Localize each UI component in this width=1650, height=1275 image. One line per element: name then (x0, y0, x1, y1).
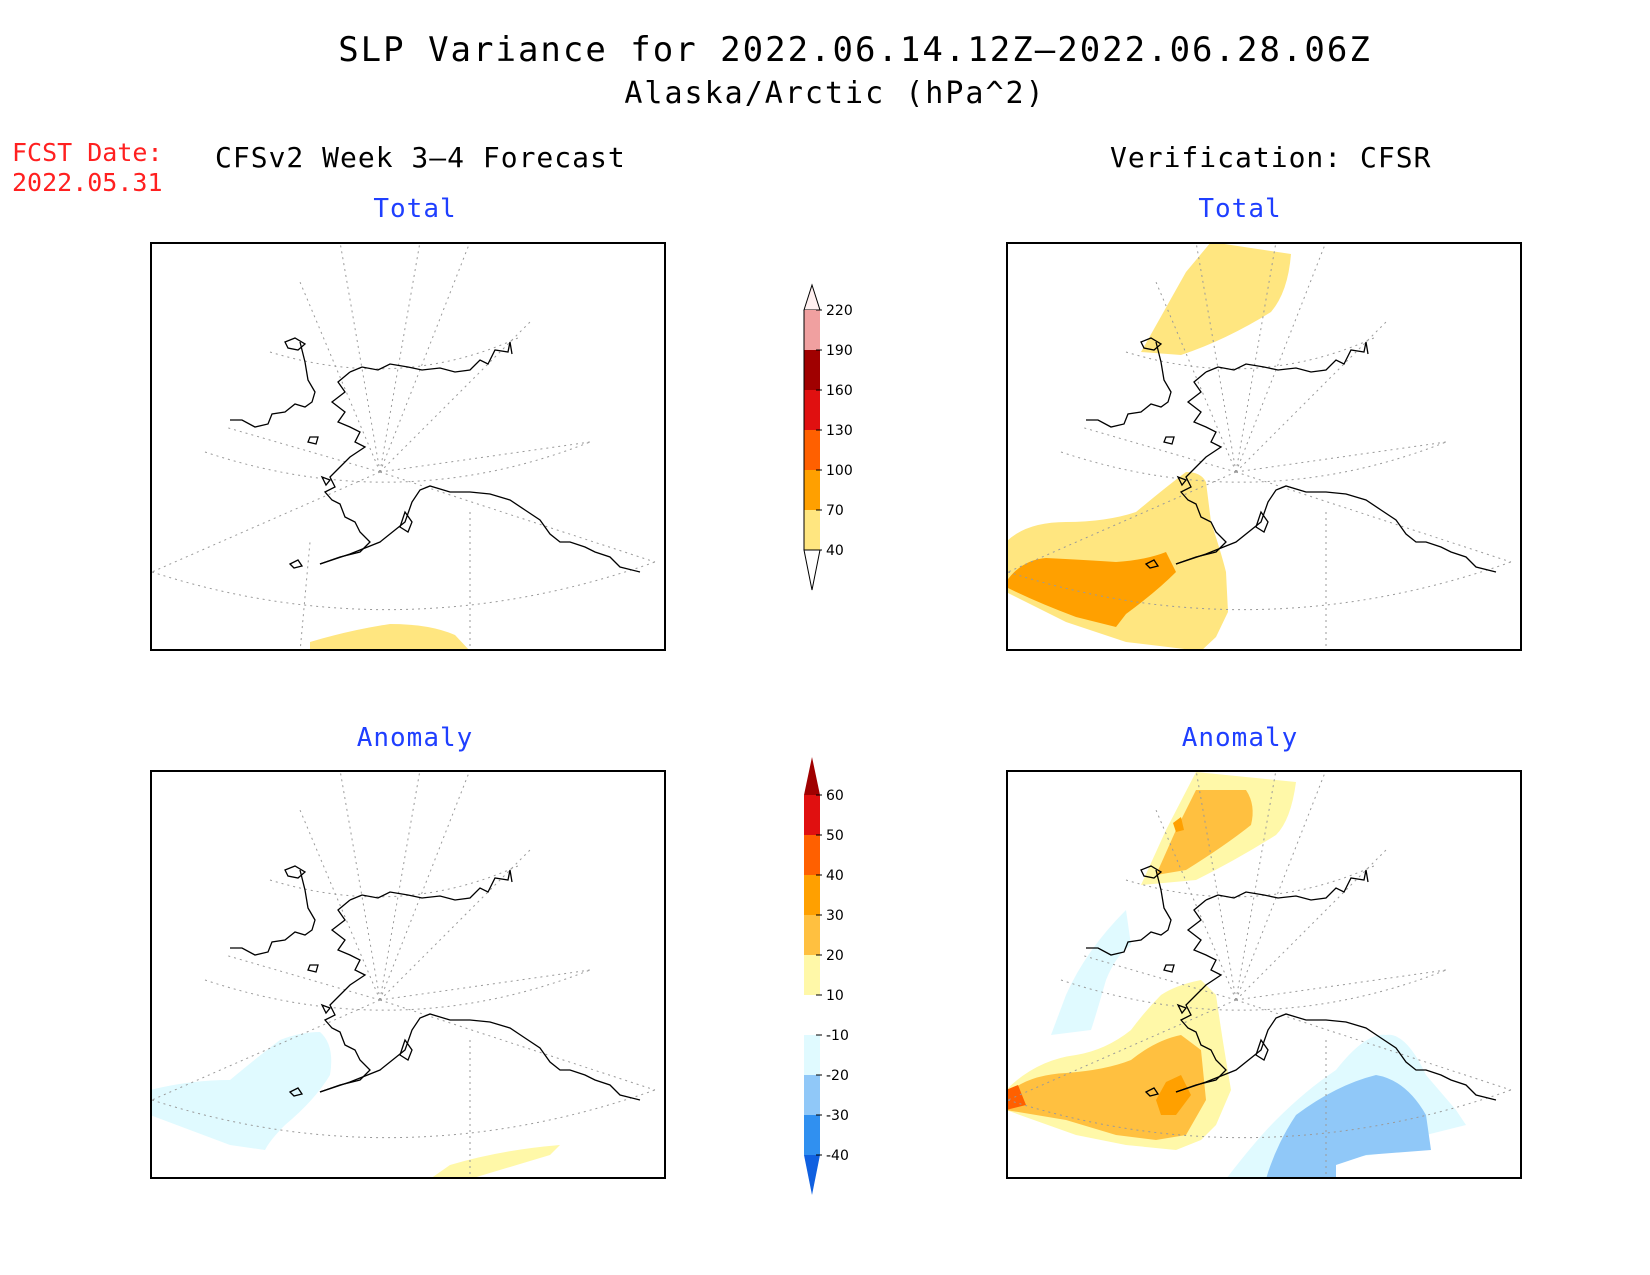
map-frame (1006, 242, 1522, 651)
graticule (151, 242, 656, 651)
colorbar-box-190 (804, 310, 820, 350)
coastline (230, 865, 641, 1101)
colorbar-label-10: 10 (826, 988, 844, 1004)
forecast-date-block: FCST Date: 2022.05.31 (12, 138, 163, 198)
colorbar-box-30 (804, 875, 820, 915)
colorbar-label-130: 130 (826, 423, 853, 439)
shade-neg10-neg20 (150, 1032, 332, 1150)
chart-title: SLP Variance for 2022.06.14.12Z—2022.06.… (338, 30, 1372, 70)
map-frame (1006, 770, 1522, 1179)
forecast-total-map (150, 242, 666, 651)
colorbar-box-10 (804, 955, 820, 995)
forecast-total-title: Total (373, 194, 457, 224)
colorbar-label-70: 70 (826, 503, 844, 519)
colorbar-label--30: -30 (826, 1108, 849, 1124)
colorbar-box-50 (804, 795, 820, 835)
map-frame (150, 242, 666, 651)
colorbar-label-40: 40 (826, 868, 844, 884)
map-frame (150, 770, 666, 1179)
colorbar-label-160: 160 (826, 383, 853, 399)
coastline (230, 337, 641, 573)
forecast-column-title: CFSv2 Week 3—4 Forecast (215, 141, 626, 174)
shade-30-40-north (1173, 817, 1184, 832)
colorbar-label-20: 20 (826, 948, 844, 964)
colorbar-box-70 (804, 470, 820, 510)
verification-anomaly-map (1006, 770, 1522, 1179)
colorbar-label--40: -40 (826, 1148, 849, 1164)
chart-subtitle: Alaska/Arctic (hPa^2) (624, 76, 1046, 111)
colorbar-lower-tip (804, 1155, 820, 1195)
coastline (1086, 337, 1497, 573)
verification-total-title: Total (1198, 194, 1282, 224)
forecast-date-label: FCST Date: (12, 138, 163, 167)
shade-40-70-north (1141, 242, 1291, 355)
shade-20-30-north (1156, 790, 1253, 875)
shade-neg20-neg30 (1266, 1075, 1431, 1179)
colorbar-box-100 (804, 430, 820, 470)
colorbar-label-190: 190 (826, 343, 853, 359)
shade-70-100 (1006, 552, 1176, 627)
colorbar-upper-tip (804, 757, 820, 795)
colorbar-box-40 (804, 835, 820, 875)
shade-neg10-neg20-west (1051, 910, 1131, 1035)
colorbar-box-40 (804, 510, 820, 550)
colorbar-box--30 (804, 1075, 820, 1115)
shade-30-40-south (1156, 1075, 1191, 1115)
total-colorbar: 40 70 100 130 160 190 220 (803, 283, 853, 591)
verification-total-map (1006, 242, 1522, 651)
colorbar-label-100: 100 (826, 463, 853, 479)
colorbar-upper-tip (803, 283, 821, 311)
colorbar-label-50: 50 (826, 828, 844, 844)
colorbar-box-160 (804, 350, 820, 390)
colorbar-label-40: 40 (826, 543, 844, 559)
forecast-anomaly-map (150, 770, 666, 1179)
anomaly-colorbar: -40 -30 -20 -10 10 20 30 40 50 60 (804, 757, 849, 1195)
colorbar-label--20: -20 (826, 1068, 849, 1084)
colorbar-label-60: 60 (826, 788, 844, 804)
verification-column-title: Verification: CFSR (1110, 141, 1432, 174)
colorbar-box--40 (804, 1115, 820, 1155)
colorbar-box-130 (804, 390, 820, 430)
colorbar-label-30: 30 (826, 908, 844, 924)
coastline (1086, 865, 1497, 1101)
colorbar-label-220: 220 (826, 303, 853, 319)
forecast-anomaly-title: Anomaly (356, 723, 474, 753)
forecast-date-value: 2022.05.31 (12, 168, 163, 197)
colorbar-box-20 (804, 915, 820, 955)
colorbar-box--20 (804, 1035, 820, 1075)
shade-40-70 (310, 624, 470, 651)
colorbar-box--10 (804, 995, 820, 1035)
shade-10-20 (430, 1145, 560, 1179)
verification-anomaly-title: Anomaly (1181, 723, 1299, 753)
colorbar-lower-tip (803, 549, 821, 591)
colorbar-label--10: -10 (826, 1028, 849, 1044)
